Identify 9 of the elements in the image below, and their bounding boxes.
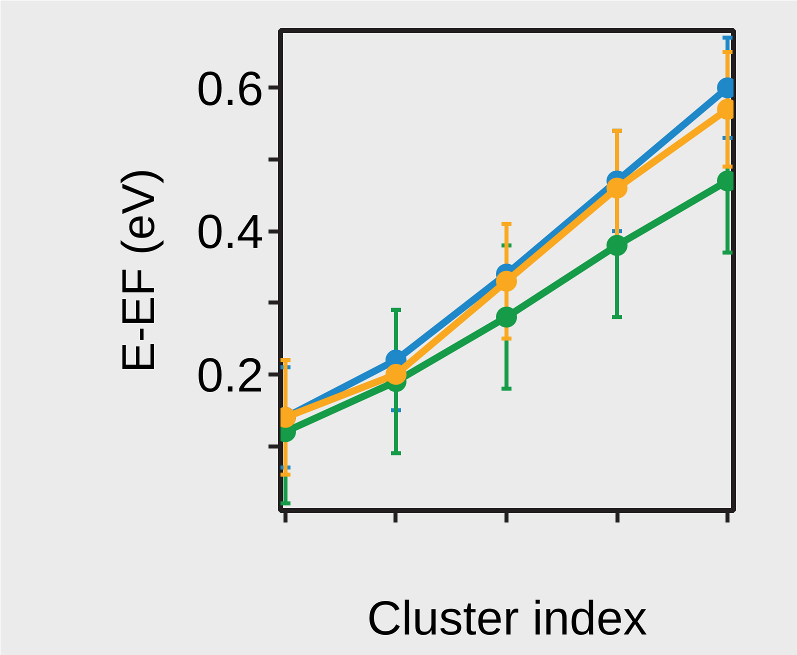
y-tick-label: 0.6 bbox=[196, 62, 264, 116]
y-tick-label: 0.4 bbox=[196, 206, 264, 260]
x-axis-title: Cluster index bbox=[366, 592, 648, 646]
y-tick-label: 0.2 bbox=[196, 349, 264, 402]
point bbox=[606, 234, 628, 256]
y-axis-title: E-EF (eV) bbox=[112, 168, 164, 373]
point bbox=[496, 270, 518, 292]
point bbox=[496, 306, 518, 328]
point bbox=[606, 178, 628, 199]
